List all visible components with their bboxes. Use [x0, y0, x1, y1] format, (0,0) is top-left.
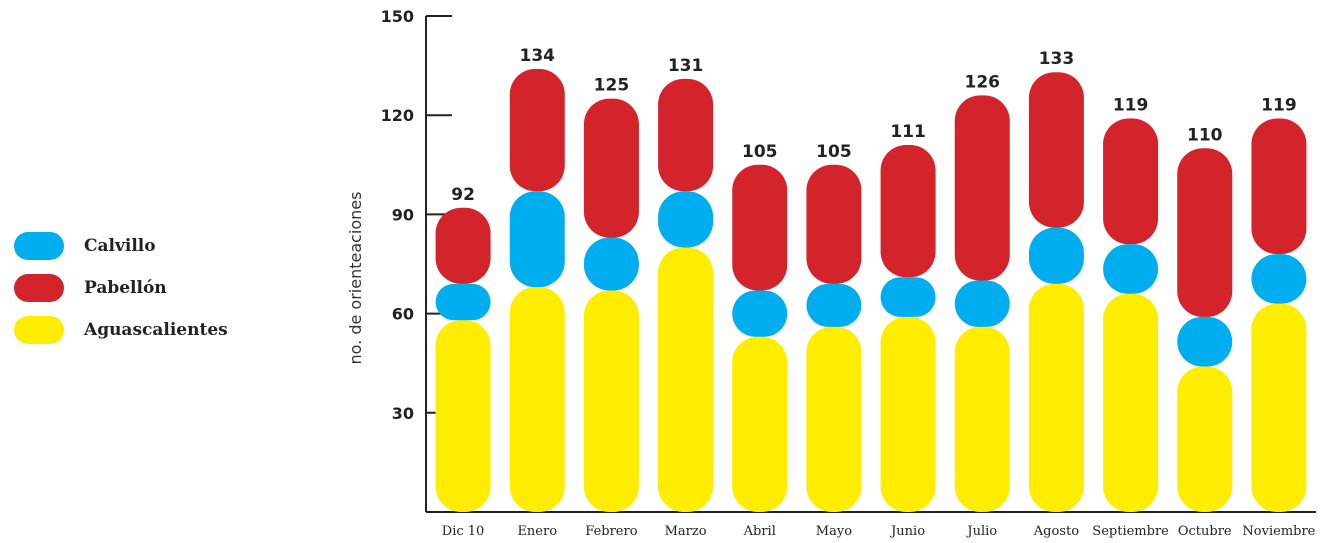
total-label-6: 111	[890, 122, 926, 142]
x-tick-label-8: Agosto	[1033, 524, 1079, 539]
total-label-8: 133	[1039, 49, 1075, 69]
total-label-5: 105	[816, 142, 852, 162]
bar-pabellon-2	[583, 98, 639, 238]
x-tick-label-4: Abril	[743, 524, 776, 539]
x-tick-label-10: Octubre	[1178, 524, 1232, 539]
y-axis-label: no. de orienteaciones	[346, 192, 365, 365]
legend-label-aguascalientes: Aguascalientes	[84, 320, 228, 340]
bar-pabellon-6	[880, 144, 936, 278]
x-tick-label-6: Junio	[889, 524, 925, 539]
bar-pabellon-3	[658, 78, 714, 192]
bar-aguascalientes-11	[1251, 303, 1307, 512]
bar-calvillo-2	[583, 237, 639, 291]
bar-aguascalientes-1	[509, 287, 565, 512]
bar-calvillo-6	[880, 277, 936, 317]
y-tick-label-120: 120	[381, 106, 414, 125]
total-label-7: 126	[965, 72, 1001, 92]
bar-aguascalientes-10	[1177, 366, 1233, 512]
y-tick-label-60: 60	[392, 305, 414, 324]
bar-aguascalientes-6	[880, 316, 936, 512]
legend: Calvillo Pabellón Aguascalientes	[14, 232, 228, 358]
bar-pabellon-11	[1251, 118, 1307, 255]
bar-calvillo-7	[954, 280, 1010, 327]
bar-calvillo-4	[732, 290, 788, 337]
x-tick-label-2: Febrero	[585, 524, 637, 539]
bar-aguascalientes-8	[1028, 283, 1084, 512]
legend-swatch-calvillo	[14, 232, 64, 260]
bar-aguascalientes-7	[954, 326, 1010, 512]
bar-pabellon-10	[1177, 148, 1233, 317]
x-tick-label-5: Mayo	[816, 524, 852, 539]
legend-item-pabellon: Pabellón	[14, 274, 228, 302]
bar-calvillo-1	[509, 191, 565, 288]
bar-calvillo-10	[1177, 316, 1233, 367]
x-tick-label-1: Enero	[517, 524, 557, 539]
total-label-11: 119	[1261, 96, 1297, 116]
bar-pabellon-0	[435, 207, 491, 284]
legend-item-aguascalientes: Aguascalientes	[14, 316, 228, 344]
y-tick-label-150: 150	[381, 7, 414, 26]
y-tick-label-90: 90	[392, 205, 414, 224]
legend-item-calvillo: Calvillo	[14, 232, 228, 260]
legend-swatch-pabellon	[14, 274, 64, 302]
bar-aguascalientes-5	[806, 326, 862, 512]
bar-calvillo-5	[806, 283, 862, 327]
total-label-10: 110	[1187, 125, 1223, 145]
x-tick-label-7: Julio	[965, 524, 997, 539]
total-label-2: 125	[594, 76, 630, 96]
bar-pabellon-7	[954, 95, 1010, 281]
total-label-0: 92	[451, 185, 475, 205]
legend-label-pabellon: Pabellón	[84, 278, 167, 298]
bar-aguascalientes-4	[732, 336, 788, 512]
total-label-1: 134	[520, 46, 556, 66]
bar-calvillo-8	[1028, 227, 1084, 284]
bar-pabellon-8	[1028, 72, 1084, 228]
bar-pabellon-9	[1103, 118, 1159, 245]
x-tick-label-9: Septiembre	[1092, 524, 1169, 539]
legend-label-calvillo: Calvillo	[84, 236, 156, 256]
bar-pabellon-4	[732, 164, 788, 291]
y-tick-label-30: 30	[392, 404, 414, 423]
bar-aguascalientes-0	[435, 320, 491, 512]
bar-aguascalientes-3	[658, 247, 714, 512]
bar-calvillo-9	[1103, 244, 1159, 294]
bar-pabellon-1	[509, 68, 565, 192]
legend-swatch-aguascalientes	[14, 316, 64, 344]
bar-aguascalientes-2	[583, 290, 639, 512]
bar-pabellon-5	[806, 164, 862, 284]
bar-calvillo-3	[658, 191, 714, 248]
x-tick-label-0: Dic 10	[442, 524, 485, 539]
x-tick-label-3: Marzo	[665, 524, 707, 539]
x-tick-label-11: Noviembre	[1242, 524, 1315, 539]
bar-aguascalientes-9	[1103, 293, 1159, 512]
total-label-9: 119	[1113, 96, 1149, 116]
total-label-4: 105	[742, 142, 778, 162]
bar-calvillo-11	[1251, 254, 1307, 304]
bar-calvillo-0	[435, 283, 491, 321]
total-label-3: 131	[668, 56, 704, 76]
